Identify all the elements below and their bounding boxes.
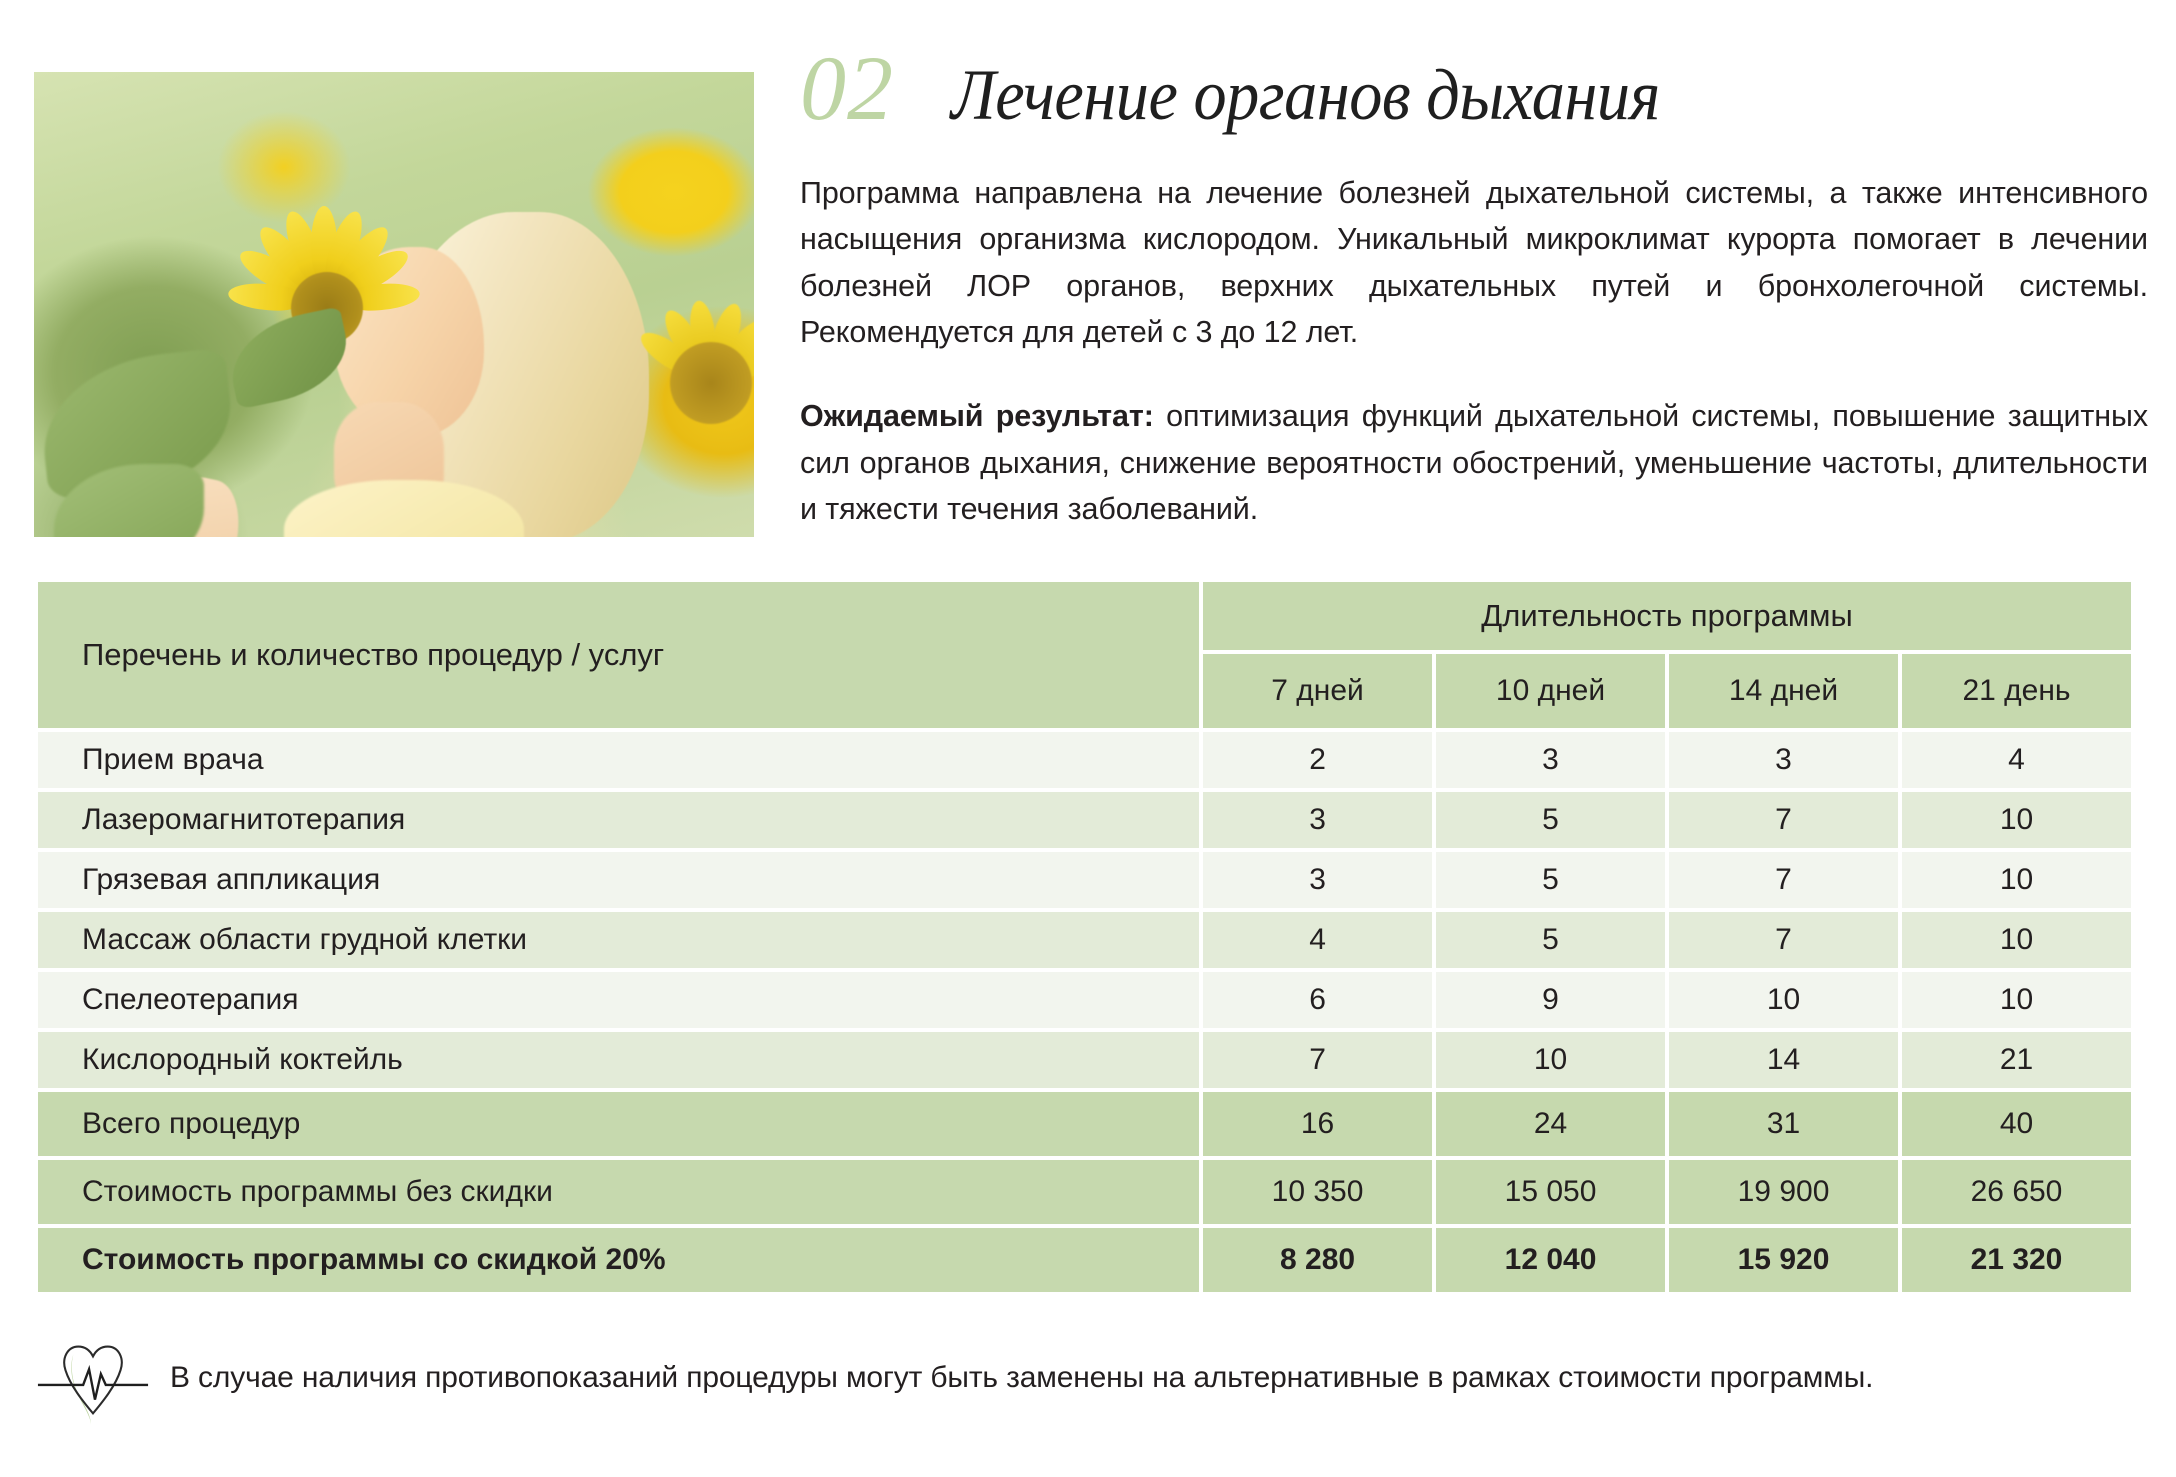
row-label: Стоимость программы без скидки	[38, 1160, 1200, 1224]
footer-note: В случае наличия противопоказаний процед…	[34, 1322, 2144, 1434]
table-header-row-2: 7 дней 10 дней 14 дней 21 день	[38, 654, 2131, 728]
row-value: 31	[1669, 1092, 1898, 1156]
page-title: 02 Лечение органов дыхания	[800, 42, 2148, 134]
row-value: 10	[1902, 972, 2131, 1028]
row-value: 3	[1669, 732, 1898, 788]
row-value: 5	[1436, 912, 1666, 968]
row-value: 3	[1203, 852, 1433, 908]
heart-ecg-icon	[37, 1345, 149, 1426]
row-label: Прием врача	[38, 732, 1200, 788]
table-row: Прием врача 2 3 3 4	[38, 732, 2131, 788]
table-row: Грязевая аппликация 3 5 7 10	[38, 852, 2131, 908]
row-value: 3	[1436, 732, 1666, 788]
table-body: Прием врача 2 3 3 4 Лазеромагнитотерапия…	[38, 732, 2131, 1292]
row-value: 15 920	[1669, 1228, 1898, 1292]
row-value: 7	[1669, 852, 1898, 908]
row-value: 3	[1203, 792, 1433, 848]
row-value: 21 320	[1902, 1228, 2131, 1292]
program-table: Перечень и количество процедур / услуг Д…	[34, 578, 2135, 1296]
row-value: 4	[1902, 732, 2131, 788]
row-value: 10	[1669, 972, 1898, 1028]
table-header-col-14: 14 дней	[1669, 654, 1898, 728]
expected-result-text: оптимизация функций дыхательной системы,…	[800, 399, 2148, 527]
table-header-group: Длительность программы	[1203, 582, 2131, 650]
footer-note-text: В случае наличия противопоказаний процед…	[170, 1361, 1874, 1394]
row-value: 7	[1669, 912, 1898, 968]
table-head: Перечень и количество процедур / услуг Д…	[38, 582, 2131, 728]
table-row: Массаж области грудной клетки 4 5 7 10	[38, 912, 2131, 968]
sunflower-foreground-icon	[221, 200, 421, 410]
row-value: 12 040	[1436, 1228, 1666, 1292]
row-value: 5	[1436, 852, 1666, 908]
table-header-row-1: Перечень и количество процедур / услуг Д…	[38, 582, 2131, 728]
row-value: 8 280	[1203, 1228, 1433, 1292]
row-value: 10	[1902, 912, 2131, 968]
row-label: Спелеотерапия	[38, 972, 1200, 1028]
table-row-price-full: Стоимость программы без скидки 10 350 15…	[38, 1160, 2131, 1224]
row-value: 10	[1436, 1032, 1666, 1088]
row-label: Массаж области грудной клетки	[38, 912, 1200, 968]
table-row-price-discount: Стоимость программы со скидкой 20% 8 280…	[38, 1228, 2131, 1292]
row-label: Кислородный коктейль	[38, 1032, 1200, 1088]
row-value: 6	[1203, 972, 1433, 1028]
table-row-total: Всего процедур 16 24 31 40	[38, 1092, 2131, 1156]
section-number: 02	[800, 37, 894, 139]
row-value: 9	[1436, 972, 1666, 1028]
section-title: Лечение органов дыхания	[950, 55, 1661, 135]
row-value: 40	[1902, 1092, 2131, 1156]
row-value: 19 900	[1669, 1160, 1898, 1224]
row-value: 2	[1203, 732, 1433, 788]
row-value: 5	[1436, 792, 1666, 848]
row-value: 4	[1203, 912, 1433, 968]
row-value: 21	[1902, 1032, 2131, 1088]
row-label: Лазеромагнитотерапия	[38, 792, 1200, 848]
row-value: 10	[1902, 792, 2131, 848]
table-row: Спелеотерапия 6 9 10 10	[38, 972, 2131, 1028]
row-label: Всего процедур	[38, 1092, 1200, 1156]
description-paragraph: Программа направлена на лечение болезней…	[800, 176, 2148, 350]
row-value: 14	[1669, 1032, 1898, 1088]
expected-result-paragraph: Ожидаемый результат: оптимизация функций…	[800, 393, 2148, 532]
table-header-col-7: 7 дней	[1203, 654, 1433, 728]
row-label: Стоимость программы со скидкой 20%	[38, 1228, 1200, 1292]
table-header-col-21: 21 день	[1902, 654, 2131, 728]
table-header-name: Перечень и количество процедур / услуг	[38, 582, 1200, 728]
row-value: 10 350	[1203, 1160, 1433, 1224]
row-value: 15 050	[1436, 1160, 1666, 1224]
row-value: 7	[1203, 1032, 1433, 1088]
row-value: 26 650	[1902, 1160, 2131, 1224]
row-value: 7	[1669, 792, 1898, 848]
program-table-container: Перечень и количество процедур / услуг Д…	[34, 578, 2135, 1296]
header-block: 02 Лечение органов дыхания Программа нап…	[800, 42, 2148, 533]
row-value: 24	[1436, 1092, 1666, 1156]
row-value: 10	[1902, 852, 2131, 908]
row-value: 16	[1203, 1092, 1433, 1156]
row-label: Грязевая аппликация	[38, 852, 1200, 908]
table-row: Кислородный коктейль 7 10 14 21	[38, 1032, 2131, 1088]
hero-photo	[34, 72, 754, 537]
table-row: Лазеромагнитотерапия 3 5 7 10	[38, 792, 2131, 848]
table-header-col-10: 10 дней	[1436, 654, 1666, 728]
expected-result-label: Ожидаемый результат:	[800, 399, 1154, 434]
sunflower-background-icon	[630, 299, 754, 465]
